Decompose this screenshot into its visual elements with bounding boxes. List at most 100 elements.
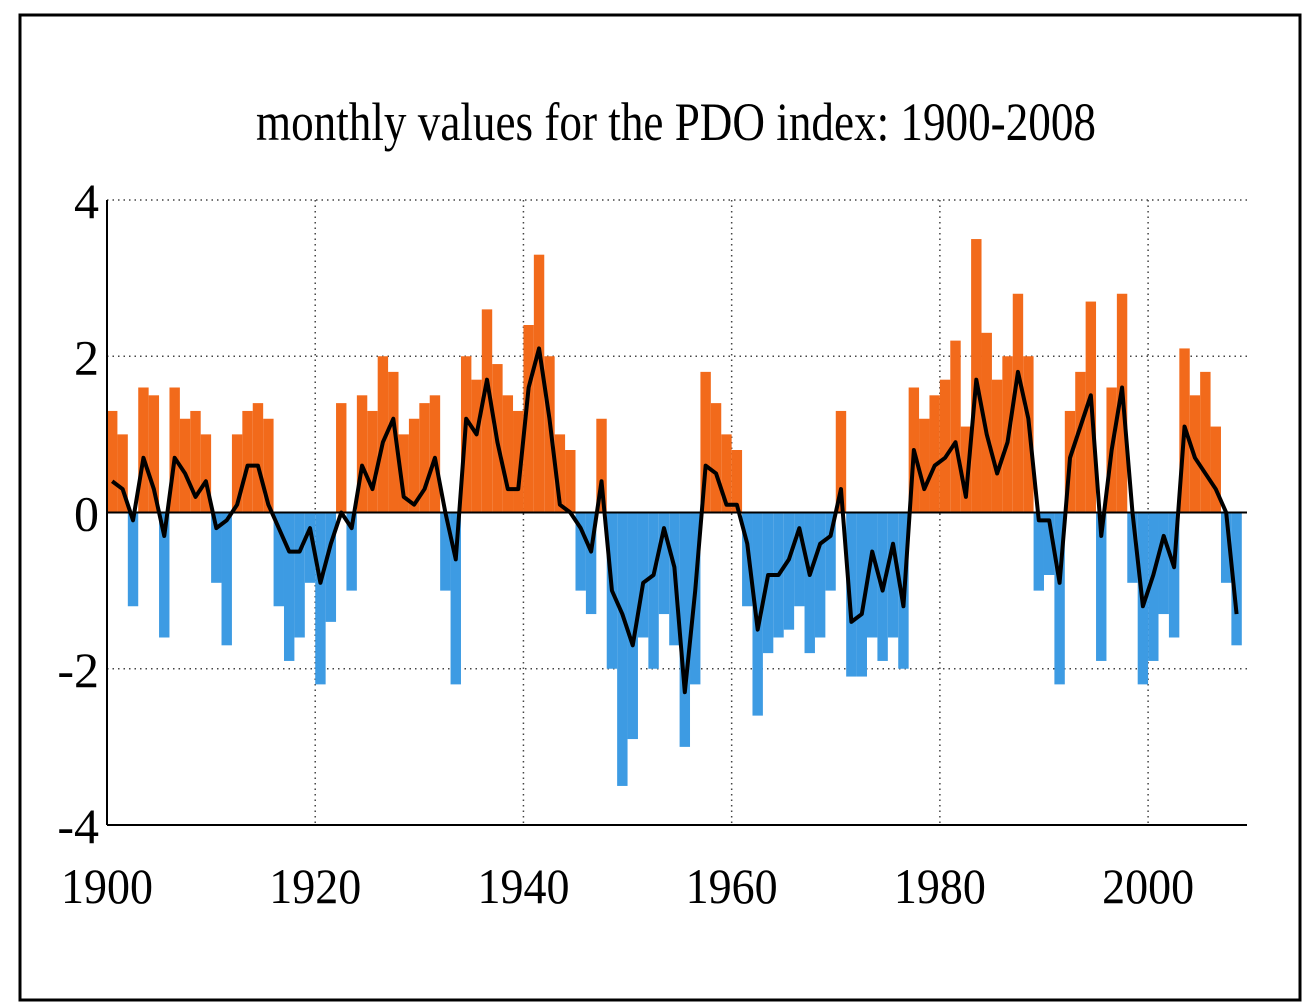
bar — [981, 332, 992, 513]
bar — [523, 325, 534, 513]
bar — [710, 403, 722, 513]
bar — [835, 410, 847, 513]
bar — [367, 410, 378, 513]
y-tick-label: 0 — [74, 486, 99, 542]
bar — [783, 512, 795, 630]
bar — [107, 410, 118, 513]
bar — [887, 512, 899, 638]
bar — [481, 309, 493, 513]
bar — [211, 512, 222, 583]
bar — [856, 512, 867, 677]
bar — [867, 512, 878, 638]
bar — [336, 403, 347, 513]
bar — [356, 395, 368, 513]
smoothed-line — [111, 346, 1239, 695]
x-tick-label: 1980 — [894, 858, 986, 914]
bar — [294, 512, 305, 638]
bar — [148, 395, 160, 513]
bar — [637, 512, 649, 638]
bar — [450, 512, 461, 685]
bar — [127, 512, 139, 607]
y-tick-label: 4 — [74, 173, 99, 229]
y-tick-label: -2 — [57, 642, 99, 698]
bar — [794, 512, 805, 607]
bar — [513, 410, 524, 513]
y-tick-label: 2 — [74, 329, 99, 385]
bar — [700, 371, 711, 513]
x-tick-label: 1940 — [477, 858, 569, 914]
bar — [721, 434, 732, 513]
bar — [502, 395, 514, 513]
bar — [398, 434, 409, 513]
bar — [273, 512, 284, 607]
bar — [1054, 512, 1065, 685]
bar — [585, 512, 597, 615]
bar — [346, 512, 357, 591]
bar — [1127, 512, 1138, 583]
bar — [846, 512, 857, 677]
bar — [169, 387, 180, 513]
bar — [377, 356, 389, 513]
bar — [991, 379, 1003, 513]
bar — [1043, 512, 1055, 575]
bar — [804, 512, 815, 654]
bar — [825, 512, 836, 591]
bar — [596, 418, 607, 513]
bar — [325, 512, 337, 622]
bar — [1075, 371, 1086, 513]
x-tick-label: 1920 — [269, 858, 361, 914]
bar — [731, 450, 743, 513]
bar — [304, 512, 316, 583]
bar — [919, 418, 930, 513]
bar — [138, 387, 149, 513]
x-tick-label: 1900 — [61, 858, 153, 914]
bar — [440, 512, 451, 591]
bar — [617, 512, 628, 786]
bar — [315, 512, 326, 685]
bar — [283, 512, 295, 661]
bar — [565, 450, 576, 513]
bar — [200, 434, 212, 513]
bar — [252, 403, 264, 513]
bar — [1158, 512, 1169, 615]
bar — [1220, 512, 1232, 583]
bar — [1210, 426, 1221, 513]
y-tick-label: -4 — [57, 798, 99, 854]
bar — [221, 512, 232, 646]
bar — [190, 410, 201, 513]
bar — [408, 418, 420, 513]
bar — [471, 379, 482, 513]
bar — [814, 512, 826, 638]
bar — [179, 418, 191, 513]
bar — [117, 434, 128, 513]
bar — [575, 512, 586, 591]
bar — [1168, 512, 1180, 638]
chart-title: monthly values for the PDO index: 1900-2… — [256, 92, 1096, 152]
bar — [1096, 512, 1107, 661]
bar — [929, 395, 940, 513]
bar — [1033, 512, 1044, 591]
bar — [533, 254, 545, 513]
bar — [950, 340, 961, 513]
bar — [388, 371, 399, 513]
bar — [627, 512, 638, 740]
bar — [1200, 371, 1211, 513]
x-tick-label: 1960 — [686, 858, 778, 914]
bar — [1012, 293, 1024, 513]
bar — [554, 434, 566, 513]
bar — [939, 379, 951, 513]
bar — [1231, 512, 1242, 646]
bar — [263, 418, 274, 513]
bar — [960, 426, 972, 513]
bar — [419, 403, 430, 513]
bar — [429, 395, 441, 513]
bar — [159, 512, 170, 638]
bar — [242, 410, 253, 513]
bar — [679, 512, 691, 747]
bar — [231, 434, 243, 513]
bar — [648, 512, 659, 669]
bar — [971, 239, 982, 513]
x-tick-label: 2000 — [1102, 858, 1194, 914]
